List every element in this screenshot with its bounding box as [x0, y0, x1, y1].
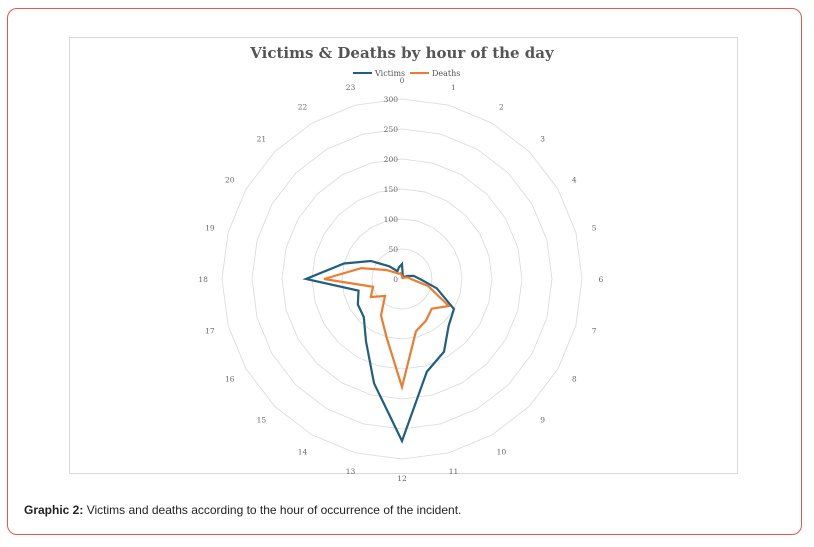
category-label: 0	[400, 76, 405, 85]
figure-frame	[7, 8, 802, 535]
series-line-deaths	[323, 267, 452, 392]
category-label: 13	[346, 467, 356, 476]
chart-title: Victims & Deaths by hour of the day	[249, 44, 555, 62]
series-group	[302, 259, 456, 444]
grid-ring-200	[281, 158, 523, 400]
grid-ring-150	[311, 188, 493, 370]
category-label: 11	[449, 467, 459, 476]
category-label: 20	[225, 176, 235, 185]
category-label: 17	[205, 326, 215, 335]
category-label: 19	[205, 224, 215, 233]
radial-tick-label: 0	[393, 275, 398, 284]
caption-text: Victims and deaths according to the hour…	[86, 503, 462, 517]
category-label: 6	[599, 275, 604, 284]
category-label: 7	[592, 326, 597, 335]
radial-tick-label: 150	[384, 185, 399, 194]
category-label: 3	[540, 134, 545, 143]
radial-tick-label: 300	[384, 95, 399, 104]
caption-label: Graphic 2:	[24, 503, 84, 517]
category-label: 5	[592, 224, 597, 233]
category-label: 18	[198, 275, 208, 284]
grid-ring-300	[221, 98, 583, 460]
figure-caption: Graphic 2: Victims and deaths according …	[24, 503, 461, 517]
category-label: 23	[346, 83, 356, 92]
grid-ring-100	[341, 218, 463, 340]
category-label: 10	[497, 447, 507, 456]
category-label: 9	[540, 416, 545, 425]
category-label: 12	[397, 474, 407, 483]
category-label: 8	[572, 374, 577, 383]
radial-tick-label: 50	[388, 245, 398, 254]
series-line-victims	[302, 259, 456, 444]
category-label: 22	[298, 103, 308, 112]
grid-ring-250	[251, 128, 553, 430]
category-label: 1	[451, 83, 456, 92]
category-label: 16	[225, 374, 235, 383]
category-label: 21	[257, 134, 267, 143]
legend-label: Victims	[374, 69, 405, 78]
category-label: 2	[499, 103, 504, 112]
radial-tick-label: 100	[384, 215, 399, 224]
category-label: 14	[298, 447, 308, 456]
grid-ring-50	[371, 248, 433, 310]
radial-tick-label: 250	[384, 125, 399, 134]
radial-tick-labels: 0 50 100 150 200 250 300	[384, 95, 399, 284]
category-label: 4	[572, 176, 577, 185]
category-label: 15	[257, 416, 267, 425]
legend: Victims Deaths	[353, 69, 460, 78]
legend-label: Deaths	[432, 69, 460, 78]
radial-tick-label: 200	[384, 155, 399, 164]
chart-area	[69, 37, 738, 474]
radar-grid	[221, 98, 583, 460]
